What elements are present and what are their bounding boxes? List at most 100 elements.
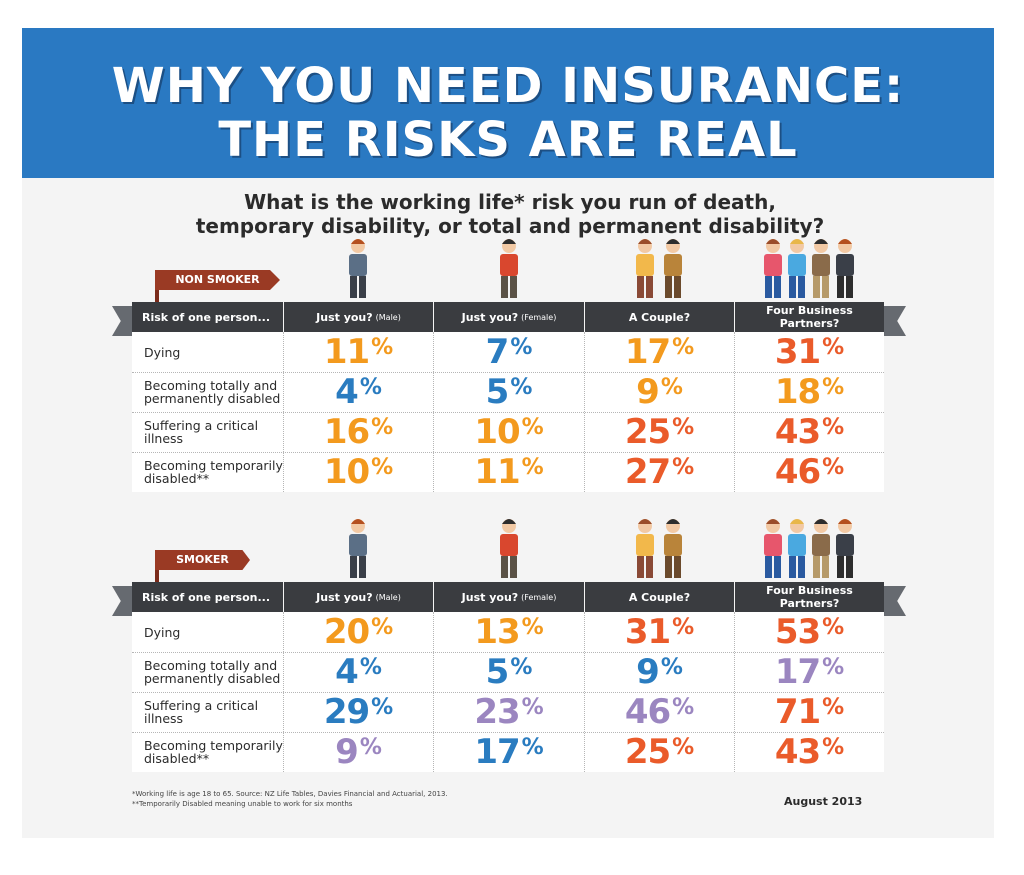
risk-number: 11 bbox=[474, 452, 520, 492]
risk-number: 4 bbox=[335, 372, 359, 412]
percent-sign: % bbox=[822, 614, 844, 640]
column-subtitle: (Female) bbox=[521, 312, 557, 322]
column-subtitle: (Female) bbox=[521, 592, 557, 602]
percent-sign: % bbox=[672, 734, 694, 760]
people-illustration-non-smoker-2 bbox=[449, 238, 569, 304]
risk-value-non-smoker-r1c3: 17% bbox=[584, 332, 734, 372]
percent-sign: % bbox=[822, 734, 844, 760]
column-title: Four Business Partners? bbox=[766, 584, 853, 610]
risk-value-smoker-r1c1: 20% bbox=[283, 612, 433, 652]
people-illustration-non-smoker-3 bbox=[599, 238, 719, 304]
column-title: Four Business Partners? bbox=[766, 304, 853, 330]
risk-number: 20 bbox=[323, 612, 370, 652]
flag-non-smoker: NON SMOKER bbox=[155, 270, 280, 290]
row-label-non-smoker-2: Becoming totally and permanently disable… bbox=[144, 378, 281, 406]
table-header-smoker-col1: Just you? (Male) bbox=[284, 582, 433, 612]
column-title: A Couple? bbox=[628, 590, 691, 604]
risk-number: 46 bbox=[624, 692, 671, 732]
risk-number: 5 bbox=[485, 372, 510, 412]
header-ribbon-right bbox=[884, 306, 906, 336]
risk-value-smoker-r3c1: 29% bbox=[283, 692, 433, 732]
risk-value-non-smoker-r2c1: 4% bbox=[283, 372, 433, 412]
percent-sign: % bbox=[822, 334, 844, 360]
percent-sign: % bbox=[371, 414, 393, 440]
row-divider bbox=[132, 692, 884, 693]
percent-sign: % bbox=[359, 374, 382, 400]
risk-number: 53 bbox=[774, 612, 821, 652]
risk-number: 10 bbox=[474, 412, 520, 452]
percent-sign: % bbox=[371, 334, 393, 360]
risk-value-smoker-r4c1: 9% bbox=[283, 732, 433, 772]
risk-value-smoker-r3c4: 71% bbox=[734, 692, 884, 732]
risk-value-non-smoker-r1c2: 7% bbox=[433, 332, 584, 372]
percent-sign: % bbox=[510, 654, 532, 680]
table-header-non-smoker-col3: A Couple? bbox=[585, 302, 734, 332]
risk-value-non-smoker-r3c2: 10% bbox=[433, 412, 584, 452]
risk-number: 25 bbox=[624, 412, 671, 452]
table-header-non-smoker-risk: Risk of one person... bbox=[132, 302, 283, 332]
people-illustration-smoker-4 bbox=[749, 518, 869, 584]
column-title: Just you? bbox=[316, 310, 373, 324]
risk-value-non-smoker-r4c3: 27% bbox=[584, 452, 734, 492]
risk-value-non-smoker-r4c1: 10% bbox=[283, 452, 433, 492]
people-illustration-non-smoker-4 bbox=[749, 238, 869, 304]
risk-value-non-smoker-r4c2: 11% bbox=[433, 452, 584, 492]
footnote-temporary-disability: **Temporarily Disabled meaning unable to… bbox=[132, 800, 353, 808]
row-divider bbox=[132, 452, 884, 453]
percent-sign: % bbox=[660, 654, 683, 680]
percent-sign: % bbox=[822, 454, 844, 480]
risk-value-smoker-r3c3: 46% bbox=[584, 692, 734, 732]
risk-number: 10 bbox=[323, 452, 370, 492]
table-header-smoker-col3: A Couple? bbox=[585, 582, 734, 612]
risk-number: 23 bbox=[474, 692, 520, 732]
column-subtitle: (Male) bbox=[375, 312, 401, 322]
percent-sign: % bbox=[672, 414, 694, 440]
table-header-smoker-risk: Risk of one person... bbox=[132, 582, 283, 612]
risk-number: 7 bbox=[485, 332, 510, 372]
percent-sign: % bbox=[822, 694, 844, 720]
percent-sign: % bbox=[521, 614, 544, 640]
table-header-non-smoker-col1: Just you? (Male) bbox=[284, 302, 433, 332]
percent-sign: % bbox=[672, 694, 694, 720]
people-illustration-smoker-2 bbox=[449, 518, 569, 584]
risk-value-smoker-r4c3: 25% bbox=[584, 732, 734, 772]
risk-number: 27 bbox=[624, 452, 671, 492]
title-line-2: THE RISKS ARE REAL bbox=[218, 112, 798, 168]
risk-value-smoker-r4c2: 17% bbox=[433, 732, 584, 772]
risk-number: 17 bbox=[474, 732, 520, 772]
risk-number: 31 bbox=[774, 332, 821, 372]
risk-number: 9 bbox=[636, 652, 660, 692]
risk-value-smoker-r1c3: 31% bbox=[584, 612, 734, 652]
percent-sign: % bbox=[672, 454, 694, 480]
row-label-non-smoker-1: Dying bbox=[144, 344, 181, 360]
percent-sign: % bbox=[371, 694, 393, 720]
risk-value-smoker-r2c1: 4% bbox=[283, 652, 433, 692]
row-divider bbox=[132, 412, 884, 413]
risk-value-non-smoker-r2c2: 5% bbox=[433, 372, 584, 412]
publication-date: August 2013 bbox=[784, 795, 863, 808]
risk-value-non-smoker-r1c1: 11% bbox=[283, 332, 433, 372]
title-line-1: WHY YOU NEED INSURANCE: bbox=[111, 58, 905, 114]
risk-number: 31 bbox=[624, 612, 671, 652]
table-header-non-smoker-col4: Four Business Partners? bbox=[735, 302, 884, 332]
row-label-non-smoker-3: Suffering a critical illness bbox=[144, 418, 259, 446]
row-divider bbox=[132, 652, 884, 653]
table-header-smoker-col2: Just you? (Female) bbox=[434, 582, 584, 612]
risk-number: 17 bbox=[624, 332, 671, 372]
flag-smoker: SMOKER bbox=[155, 550, 250, 570]
percent-sign: % bbox=[822, 414, 844, 440]
column-title: Just you? bbox=[461, 590, 519, 604]
percent-sign: % bbox=[359, 654, 382, 680]
risk-value-smoker-r2c3: 9% bbox=[584, 652, 734, 692]
percent-sign: % bbox=[521, 414, 544, 440]
risk-value-smoker-r2c4: 17% bbox=[734, 652, 884, 692]
risk-number: 46 bbox=[774, 452, 821, 492]
people-illustration-non-smoker-1 bbox=[298, 238, 418, 304]
percent-sign: % bbox=[510, 374, 532, 400]
people-illustration-smoker-3 bbox=[599, 518, 719, 584]
risk-value-non-smoker-r3c1: 16% bbox=[283, 412, 433, 452]
row-label-smoker-2: Becoming totally and permanently disable… bbox=[144, 658, 281, 686]
percent-sign: % bbox=[521, 454, 544, 480]
risk-number: 29 bbox=[323, 692, 370, 732]
column-title: A Couple? bbox=[628, 310, 691, 324]
